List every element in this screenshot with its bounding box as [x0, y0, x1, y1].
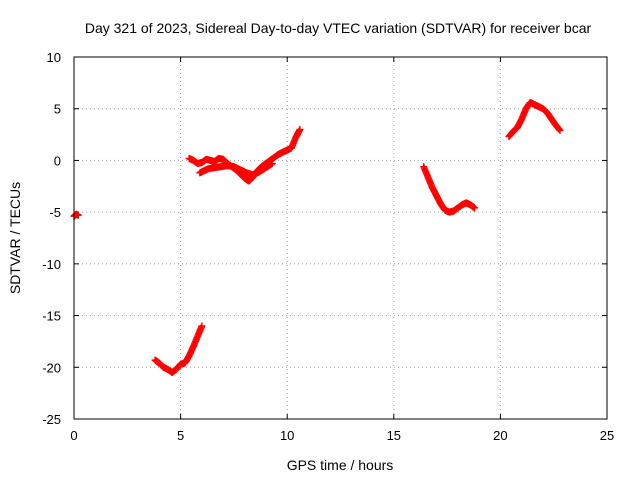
x-tick-label: 10	[280, 428, 294, 443]
y-tick-label: -15	[42, 309, 61, 324]
y-tick-label: -5	[49, 205, 61, 220]
grid-lines	[74, 57, 607, 419]
data-point	[471, 204, 479, 212]
y-axis-label: SDTVAR / TECUs	[7, 182, 23, 294]
data-point	[556, 126, 564, 134]
data-point	[74, 211, 82, 219]
data-point	[198, 322, 206, 330]
x-tick-label: 15	[387, 428, 401, 443]
y-tick-label: 5	[54, 102, 61, 117]
data-point	[268, 160, 276, 168]
y-tick-label: -25	[42, 412, 61, 427]
x-tick-label: 25	[600, 428, 614, 443]
y-tick-label: -20	[42, 360, 61, 375]
x-tick-label: 0	[70, 428, 77, 443]
x-tick-label: 5	[177, 428, 184, 443]
chart-title: Day 321 of 2023, Sidereal Day-to-day VTE…	[85, 20, 592, 36]
data-point	[296, 125, 304, 133]
data-points	[70, 99, 564, 376]
y-tick-label: -10	[42, 257, 61, 272]
x-tick-label: 20	[493, 428, 507, 443]
y-tick-label: 0	[54, 153, 61, 168]
y-tick-label: 10	[47, 50, 61, 65]
x-axis-label: GPS time / hours	[287, 457, 394, 473]
plot-frame	[73, 56, 608, 420]
